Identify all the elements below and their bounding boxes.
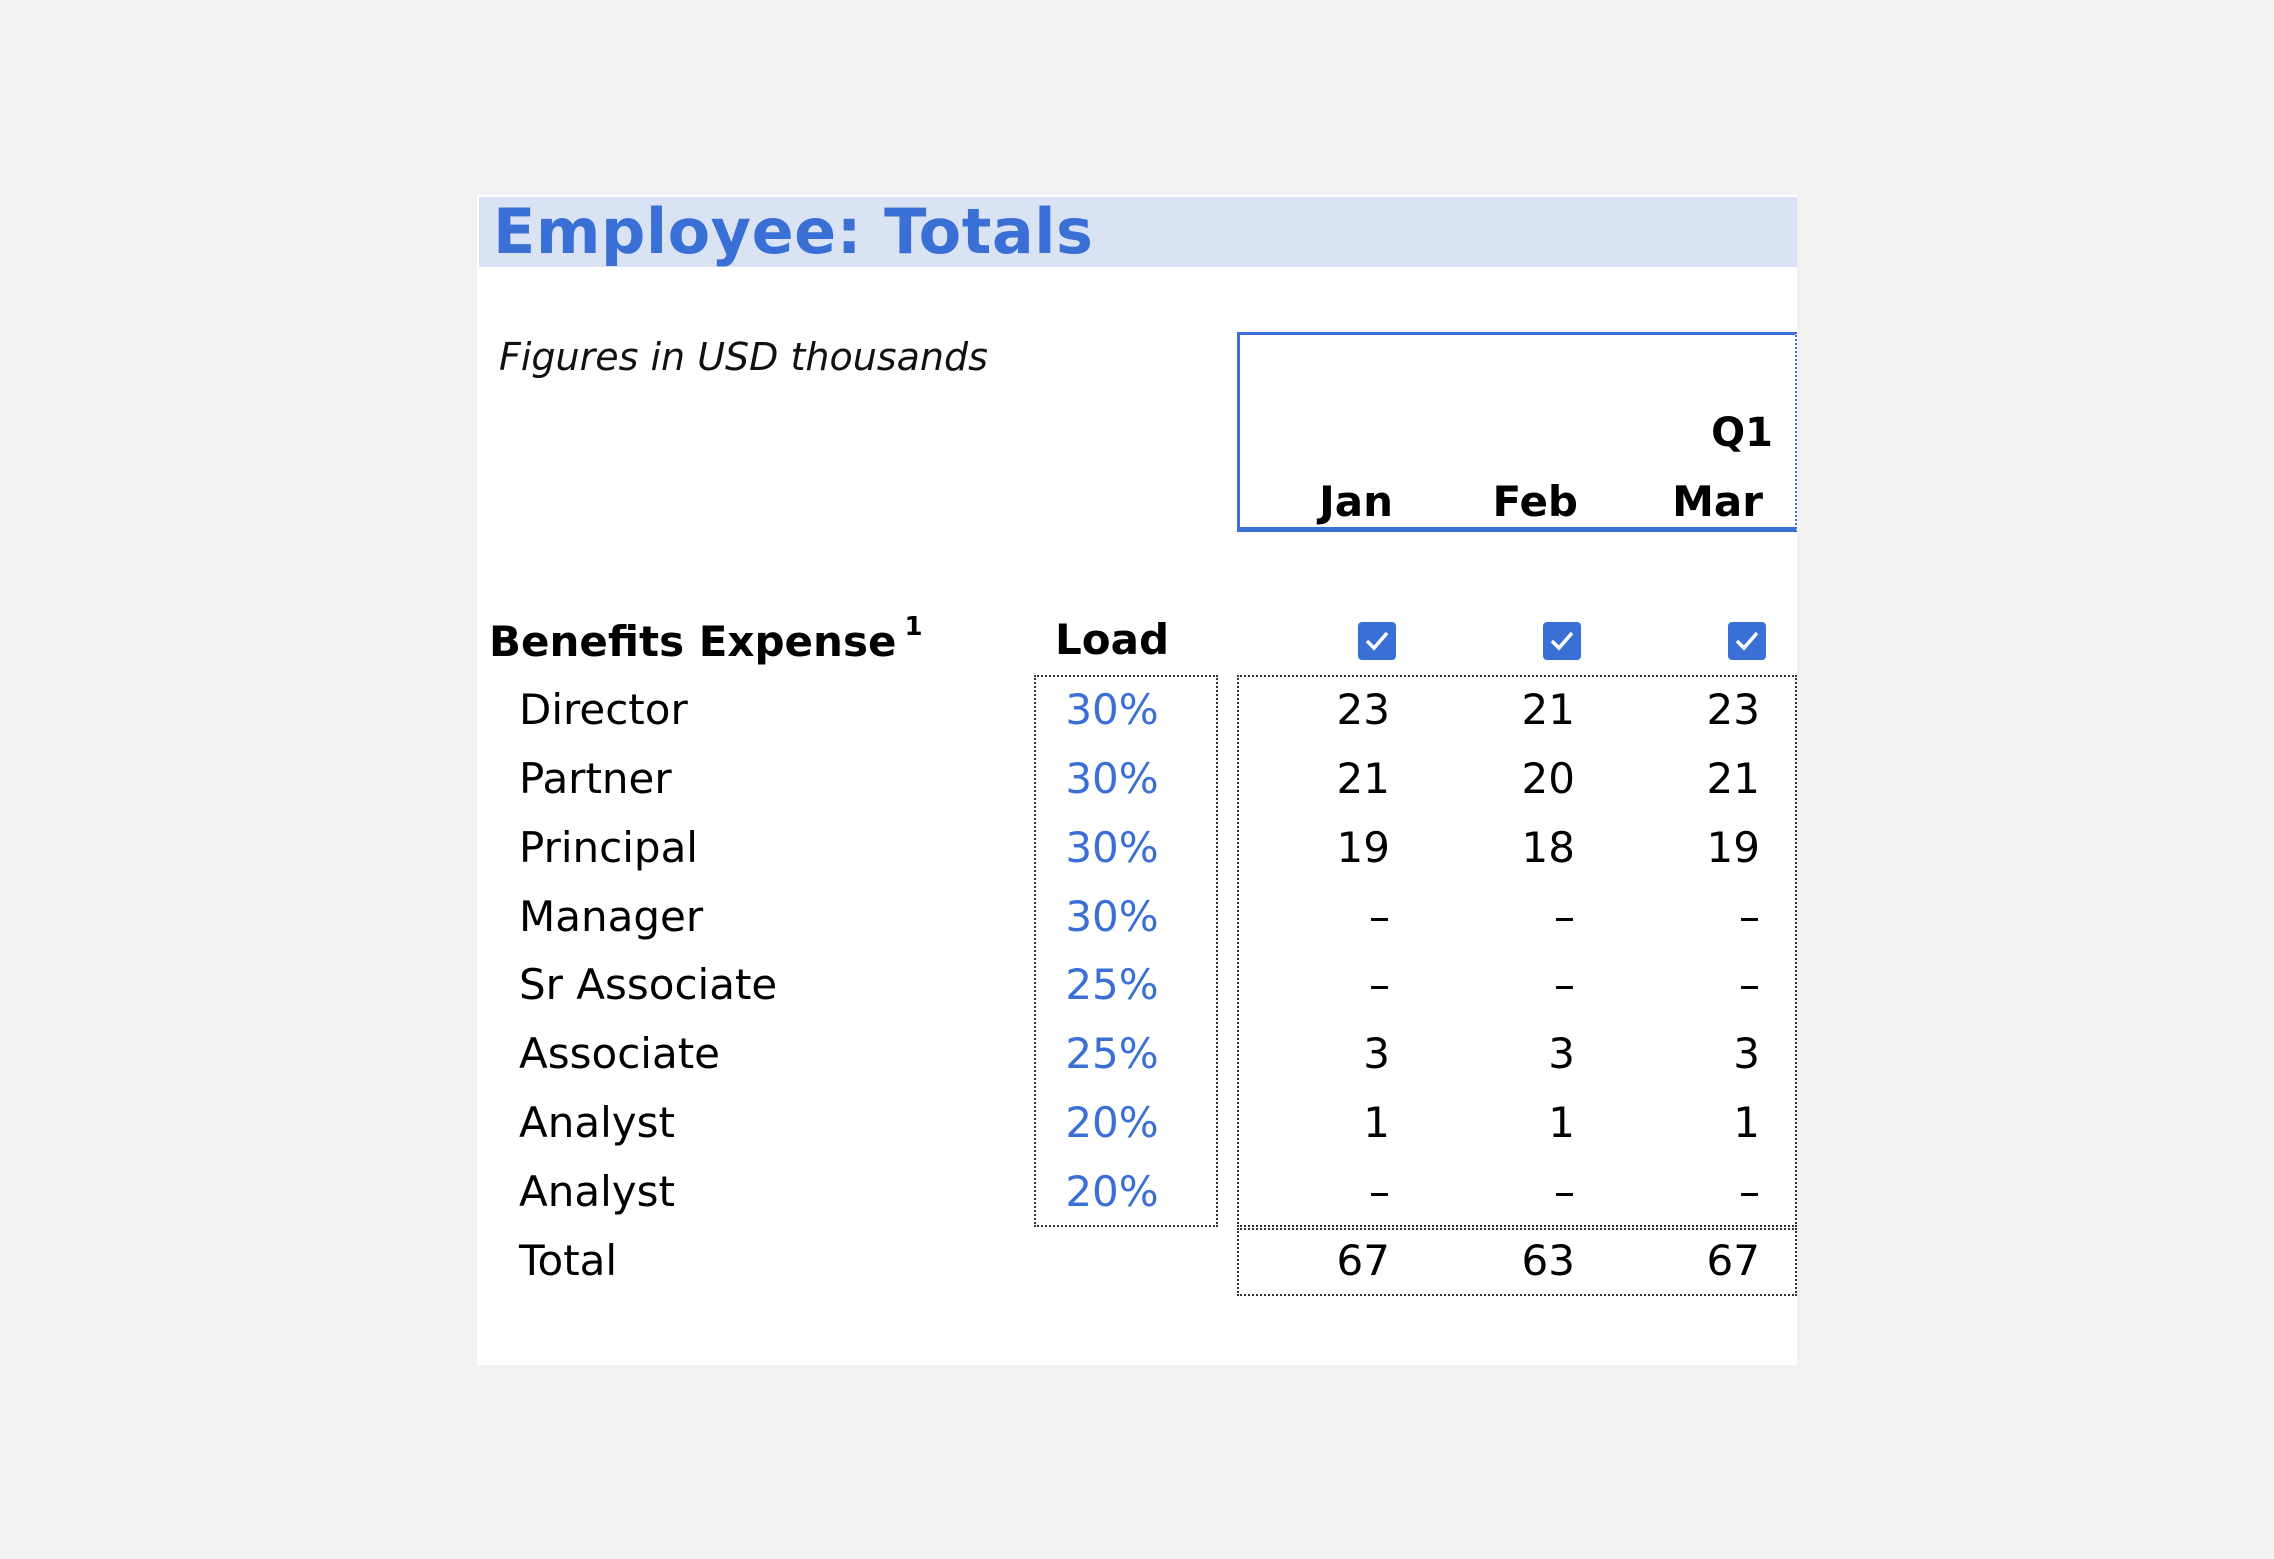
value-cell[interactable]: 21 <box>1336 754 1390 803</box>
value-cell[interactable]: – <box>1554 892 1575 941</box>
value-cell[interactable]: – <box>1739 1167 1760 1216</box>
load-input-range <box>1034 675 1218 1227</box>
value-cell[interactable]: – <box>1369 1167 1390 1216</box>
total-cell[interactable]: 63 <box>1521 1236 1575 1285</box>
value-cell[interactable]: – <box>1369 960 1390 1009</box>
data-range <box>1237 675 1797 1227</box>
checkbox-mar[interactable] <box>1728 622 1766 660</box>
value-cell[interactable]: 23 <box>1336 685 1390 734</box>
row-label: Manager <box>519 892 704 941</box>
page-title: Employee: Totals <box>493 195 1094 268</box>
row-label: Principal <box>519 823 698 872</box>
value-cell[interactable]: 21 <box>1706 754 1760 803</box>
load-header: Load <box>1054 615 1170 664</box>
row-label: Director <box>519 685 688 734</box>
row-label: Partner <box>519 754 672 803</box>
value-cell[interactable]: 20 <box>1521 754 1575 803</box>
check-icon <box>1550 631 1574 651</box>
section-label: Benefits Expense <box>489 617 897 666</box>
row-label: Analyst <box>519 1167 675 1216</box>
month-header-jan: Jan <box>1319 477 1393 526</box>
total-range <box>1237 1228 1797 1296</box>
value-cell[interactable]: 1 <box>1733 1098 1760 1147</box>
row-label: Sr Associate <box>519 960 778 1009</box>
value-cell[interactable]: 1 <box>1548 1098 1575 1147</box>
value-cell[interactable]: 18 <box>1521 823 1575 872</box>
value-cell[interactable]: – <box>1369 892 1390 941</box>
load-cell[interactable]: 20% <box>1065 1098 1159 1147</box>
value-cell[interactable]: 21 <box>1521 685 1575 734</box>
value-cell[interactable]: 1 <box>1363 1098 1390 1147</box>
check-icon <box>1735 631 1759 651</box>
total-cell[interactable]: 67 <box>1336 1236 1390 1285</box>
total-cell[interactable]: 67 <box>1706 1236 1760 1285</box>
value-cell[interactable]: – <box>1554 960 1575 1009</box>
load-cell[interactable]: 30% <box>1065 685 1159 734</box>
value-cell[interactable]: 3 <box>1733 1029 1760 1078</box>
units-note: Figures in USD thousands <box>499 335 988 379</box>
value-cell[interactable]: – <box>1739 960 1760 1009</box>
checkbox-jan[interactable] <box>1358 622 1396 660</box>
row-label: Associate <box>519 1029 720 1078</box>
value-cell[interactable]: – <box>1554 1167 1575 1216</box>
month-header-mar: Mar <box>1672 477 1763 526</box>
title-bar: Employee: Totals <box>479 197 1797 267</box>
spreadsheet-sheet: Employee: Totals Figures in USD thousand… <box>477 195 1797 1365</box>
load-cell[interactable]: 30% <box>1065 754 1159 803</box>
checkbox-feb[interactable] <box>1543 622 1581 660</box>
value-cell[interactable]: 3 <box>1548 1029 1575 1078</box>
row-label: Analyst <box>519 1098 675 1147</box>
value-cell[interactable]: 19 <box>1706 823 1760 872</box>
load-cell[interactable]: 25% <box>1065 960 1159 1009</box>
value-cell[interactable]: 3 <box>1363 1029 1390 1078</box>
value-cell[interactable]: 23 <box>1706 685 1760 734</box>
load-cell[interactable]: 20% <box>1065 1167 1159 1216</box>
load-cell[interactable]: 30% <box>1065 892 1159 941</box>
load-cell[interactable]: 30% <box>1065 823 1159 872</box>
section-heading: Benefits Expense 1 <box>489 612 923 666</box>
footnote-marker: 1 <box>904 612 923 642</box>
check-icon <box>1365 631 1389 651</box>
load-cell[interactable]: 25% <box>1065 1029 1159 1078</box>
month-header-feb: Feb <box>1492 477 1578 526</box>
value-cell[interactable]: – <box>1739 892 1760 941</box>
period-header: Q1 Jan Feb Mar <box>1237 332 1797 532</box>
quarter-label: Q1 <box>1711 410 1773 456</box>
total-label: Total <box>519 1236 618 1285</box>
value-cell[interactable]: 19 <box>1336 823 1390 872</box>
